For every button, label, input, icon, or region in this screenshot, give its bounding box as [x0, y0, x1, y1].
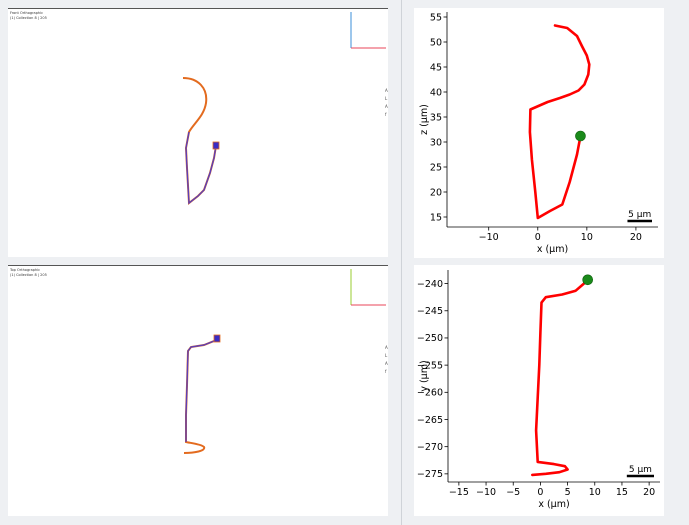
series-line: [528, 24, 591, 220]
side-letter: L: [385, 353, 388, 358]
viewport-header-line: [8, 265, 388, 266]
y-tick-label: 30: [430, 137, 442, 148]
axis-gizmo: [350, 269, 386, 306]
axis-gizmo: [350, 12, 386, 49]
y-axis-label: y (µm): [419, 360, 430, 391]
y-tick-label: 20: [430, 187, 442, 198]
x-tick-label: 15: [616, 487, 628, 498]
side-letter: A: [385, 345, 388, 350]
y-tick-label: −255: [417, 360, 443, 371]
x-tick-label: 5: [565, 487, 571, 498]
x-tick-label: −10: [476, 487, 496, 498]
side-letter: A: [385, 88, 388, 93]
y-tick-label: 15: [430, 212, 442, 223]
xz-chart-panel: −10 0 10 20 15 20 25 30 35 40 45 50 55 x (µm) z (µm) 5 …: [414, 8, 664, 258]
top-viewport[interactable]: Top Orthographic (1) Collection 8 | 205 …: [8, 265, 388, 516]
viewport-title: Front Orthographic: [10, 11, 44, 15]
x-axis-label: x (µm): [538, 499, 569, 510]
top-3d-path: [183, 334, 221, 454]
xz-chart: −10 0 10 20 15 20 25 30 35 40 45 50 55 x (µm) z (µm) 5 …: [419, 12, 658, 255]
x-tick-label: 10: [589, 487, 601, 498]
x-tick-label: 20: [643, 487, 655, 498]
y-tick-label: −245: [417, 306, 443, 317]
x-tick-label: −15: [449, 487, 469, 498]
panel-divider: [401, 0, 402, 525]
x-tick-label: 0: [535, 232, 541, 243]
path-inner: [185, 131, 217, 205]
x-tick-label: −10: [479, 232, 499, 243]
x-tick-label: 10: [581, 232, 593, 243]
y-tick-label: 50: [430, 37, 442, 48]
side-letter: L: [385, 96, 388, 101]
y-tick-label: −260: [417, 388, 443, 399]
viewport-header-line: [8, 8, 388, 9]
path-inner: [185, 337, 219, 442]
y-tick-label: −270: [417, 442, 443, 453]
y-tick-label: −265: [417, 415, 443, 426]
side-letter: A: [385, 361, 388, 366]
path-end-marker: [213, 334, 221, 343]
y-tick-label: 55: [430, 12, 442, 23]
x-tick-label: −5: [506, 487, 520, 498]
y-tick-label: 45: [430, 62, 442, 73]
y-tick-label: 25: [430, 162, 442, 173]
xy-chart-panel: −15 −10 −5 0 5 10 15 20 −240 −245 −250 −255 −260 −265…: [414, 265, 664, 516]
endpoint-marker: [582, 274, 594, 286]
xy-chart: −15 −10 −5 0 5 10 15 20 −240 −245 −250 −255 −260 −265…: [417, 270, 660, 510]
viewport-subtitle: (1) Collection 8 | 205: [10, 16, 47, 20]
x-tick-label: 20: [630, 232, 642, 243]
scale-bar-label: 5 µm: [628, 210, 651, 220]
viewport-title: Top Orthographic: [10, 268, 41, 272]
y-tick-label: −240: [417, 279, 443, 290]
y-tick-label: −250: [417, 333, 443, 344]
y-axis-label: z (µm): [419, 104, 430, 135]
side-letter: f: [385, 369, 387, 374]
endpoint-marker: [575, 130, 586, 142]
y-tick-label: −275: [417, 469, 443, 480]
viewport-subtitle: (1) Collection 8 | 205: [10, 273, 47, 277]
front-3d-path: [182, 77, 220, 205]
path-end-marker: [212, 141, 220, 150]
y-tick-label: 35: [430, 112, 442, 123]
front-viewport[interactable]: Front Orthographic (1) Collection 8 | 20…: [8, 8, 388, 257]
scale-bar-label: 5 µm: [629, 465, 652, 475]
series-line: [531, 278, 589, 477]
x-tick-label: 0: [537, 487, 543, 498]
side-letter: f: [385, 112, 387, 117]
x-axis-label: x (µm): [537, 244, 568, 255]
y-tick-label: 40: [430, 87, 442, 98]
side-letter: A: [385, 104, 388, 109]
path-outer: [183, 337, 219, 454]
